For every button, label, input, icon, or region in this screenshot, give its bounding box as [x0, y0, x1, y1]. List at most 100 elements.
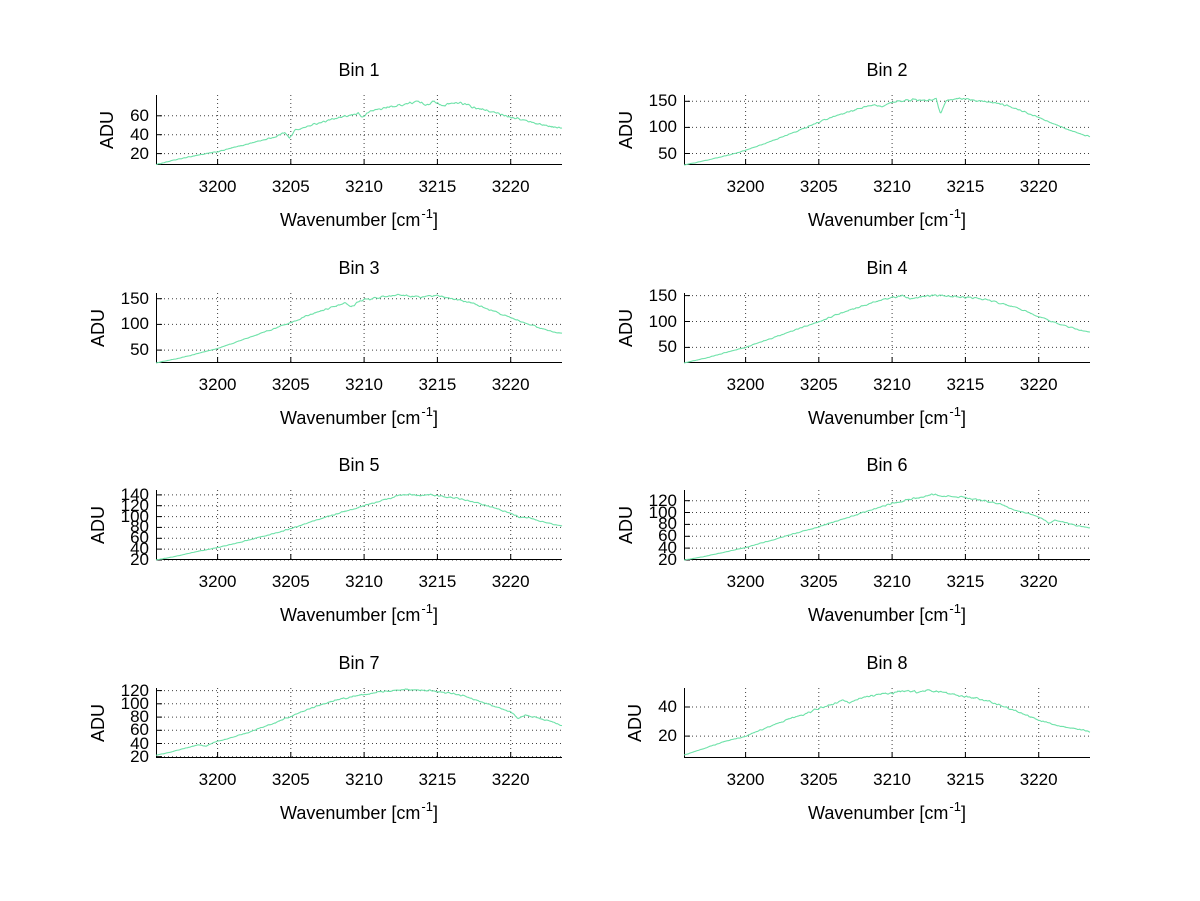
y-tick-label: 120	[120, 680, 149, 700]
x-axis-label-close: ]	[432, 408, 438, 428]
plot-area	[683, 490, 1091, 561]
x-tick-label: 3215	[946, 770, 985, 789]
x-tick-label: 3205	[799, 375, 838, 394]
y-tick-label: 150	[648, 285, 677, 305]
x-tick-label: 3205	[271, 572, 310, 591]
x-tick-label: 3205	[799, 770, 838, 789]
x-tick-label: 3200	[198, 177, 237, 196]
y-tick-label: 50	[130, 340, 149, 360]
y-tick-label: 60	[130, 528, 149, 548]
plot-area	[683, 293, 1091, 364]
x-tick-label: 3220	[1019, 572, 1058, 591]
spectrum-line	[683, 294, 1091, 364]
subplot-title: Bin 8	[866, 653, 908, 673]
x-tick-label: 3210	[873, 375, 911, 394]
x-axis-label: Wavenumber [cm-1]	[156, 404, 562, 429]
x-axis-label-text: Wavenumber [cm	[280, 210, 421, 230]
x-tick-label: 3215	[418, 375, 457, 394]
y-tick-label: 100	[120, 693, 149, 713]
x-axis-label: Wavenumber [cm-1]	[156, 799, 562, 824]
x-axis-label: Wavenumber [cm-1]	[684, 799, 1090, 824]
x-tick-label: 3200	[726, 375, 765, 394]
x-axis-label-exponent: -1	[949, 799, 961, 814]
x-axis-label-text: Wavenumber [cm	[280, 408, 421, 428]
x-axis-label-text: Wavenumber [cm	[808, 408, 949, 428]
y-tick-label: 40	[658, 697, 677, 716]
subplot: Bin 8 ADU Wavenumber [cm-1] 20 40 3200 3205…	[625, 653, 1091, 823]
x-tick-label: 3220	[491, 770, 530, 789]
plot-area	[155, 293, 563, 364]
x-axis-label-close: ]	[432, 803, 438, 823]
x-axis-label: Wavenumber [cm-1]	[684, 404, 1090, 429]
plot-area	[155, 688, 563, 758]
x-axis-label-text: Wavenumber [cm	[280, 605, 421, 625]
y-tick-label: 20	[658, 726, 677, 746]
plot-area	[155, 490, 563, 561]
y-tick-label: 80	[658, 514, 677, 534]
x-axis-label-text: Wavenumber [cm	[808, 210, 949, 230]
subplot: Bin 5 ADU Wavenumber [cm-1] 20 40 60 80 100 1…	[88, 455, 563, 625]
x-tick-label: 3200	[198, 770, 237, 789]
y-tick-label: 100	[648, 502, 677, 522]
y-tick-label: 100	[120, 506, 149, 526]
y-tick-label: 80	[130, 517, 149, 537]
subplot: Bin 1 ADU Wavenumber [cm-1] 20 40 60 3200 32…	[97, 60, 563, 230]
x-axis-label: Wavenumber [cm-1]	[684, 601, 1090, 626]
x-tick-label: 3215	[946, 572, 985, 591]
spectrum-line	[155, 100, 563, 166]
subplot: Bin 2 ADU Wavenumber [cm-1] 50 100 150 3200…	[616, 60, 1091, 230]
x-axis-label-close: ]	[960, 605, 966, 625]
plot-area	[683, 95, 1091, 166]
y-tick-label: 50	[658, 337, 677, 357]
x-axis-label-text: Wavenumber [cm	[280, 803, 421, 823]
x-axis-label-exponent: -1	[949, 206, 961, 221]
subplot: Bin 3 ADU Wavenumber [cm-1] 50 100 150 3200…	[88, 258, 563, 428]
y-axis-label: ADU	[625, 704, 645, 743]
y-tick-label: 20	[130, 143, 149, 163]
spectrum-line	[683, 493, 1091, 561]
x-axis-label-close: ]	[960, 210, 966, 230]
x-tick-label: 3210	[345, 770, 383, 789]
y-tick-label: 100	[648, 311, 677, 331]
x-tick-label: 3220	[491, 375, 530, 394]
spectrum-line	[683, 689, 1091, 756]
spectrum-line	[155, 493, 563, 561]
x-tick-label: 3215	[418, 770, 457, 789]
subplot-title: Bin 2	[866, 60, 908, 80]
subplot-title: Bin 6	[866, 455, 908, 475]
x-tick-label: 3205	[271, 375, 310, 394]
y-tick-label: 150	[648, 91, 677, 111]
subplot-title: Bin 5	[338, 455, 380, 475]
x-tick-label: 3220	[1019, 177, 1058, 196]
x-tick-label: 3220	[1019, 770, 1058, 789]
x-tick-label: 3205	[799, 177, 838, 196]
x-axis-label-close: ]	[432, 210, 438, 230]
spectrum-line	[155, 688, 563, 756]
x-axis-label-exponent: -1	[421, 601, 433, 616]
x-tick-label: 3210	[873, 770, 911, 789]
x-tick-label: 3215	[418, 572, 457, 591]
x-tick-label: 3210	[345, 572, 383, 591]
x-axis-label-exponent: -1	[421, 799, 433, 814]
plot-area	[155, 95, 563, 166]
y-tick-label: 100	[648, 117, 677, 137]
y-tick-label: 60	[130, 720, 149, 740]
x-tick-label: 3200	[726, 177, 765, 196]
subplot: Bin 7 ADU Wavenumber [cm-1] 20 40 60 80 100 1…	[88, 653, 563, 823]
y-tick-label: 40	[130, 124, 149, 144]
subplot-title: Bin 4	[866, 258, 908, 278]
x-tick-label: 3220	[491, 572, 530, 591]
y-tick-label: 120	[120, 495, 149, 515]
subplot: Bin 4 ADU Wavenumber [cm-1] 50 100 150 3200…	[616, 258, 1091, 428]
x-tick-label: 3220	[491, 177, 530, 196]
y-tick-label: 60	[658, 526, 677, 546]
y-tick-label: 50	[658, 143, 677, 163]
subplot: Bin 6 ADU Wavenumber [cm-1] 20 40 60 80 100 1…	[616, 455, 1091, 625]
x-tick-label: 3220	[1019, 375, 1058, 394]
x-axis-label-exponent: -1	[421, 404, 433, 419]
y-tick-label: 20	[130, 746, 149, 766]
x-tick-label: 3205	[271, 177, 310, 196]
x-axis-label-text: Wavenumber [cm	[808, 803, 949, 823]
x-axis-label-close: ]	[960, 408, 966, 428]
